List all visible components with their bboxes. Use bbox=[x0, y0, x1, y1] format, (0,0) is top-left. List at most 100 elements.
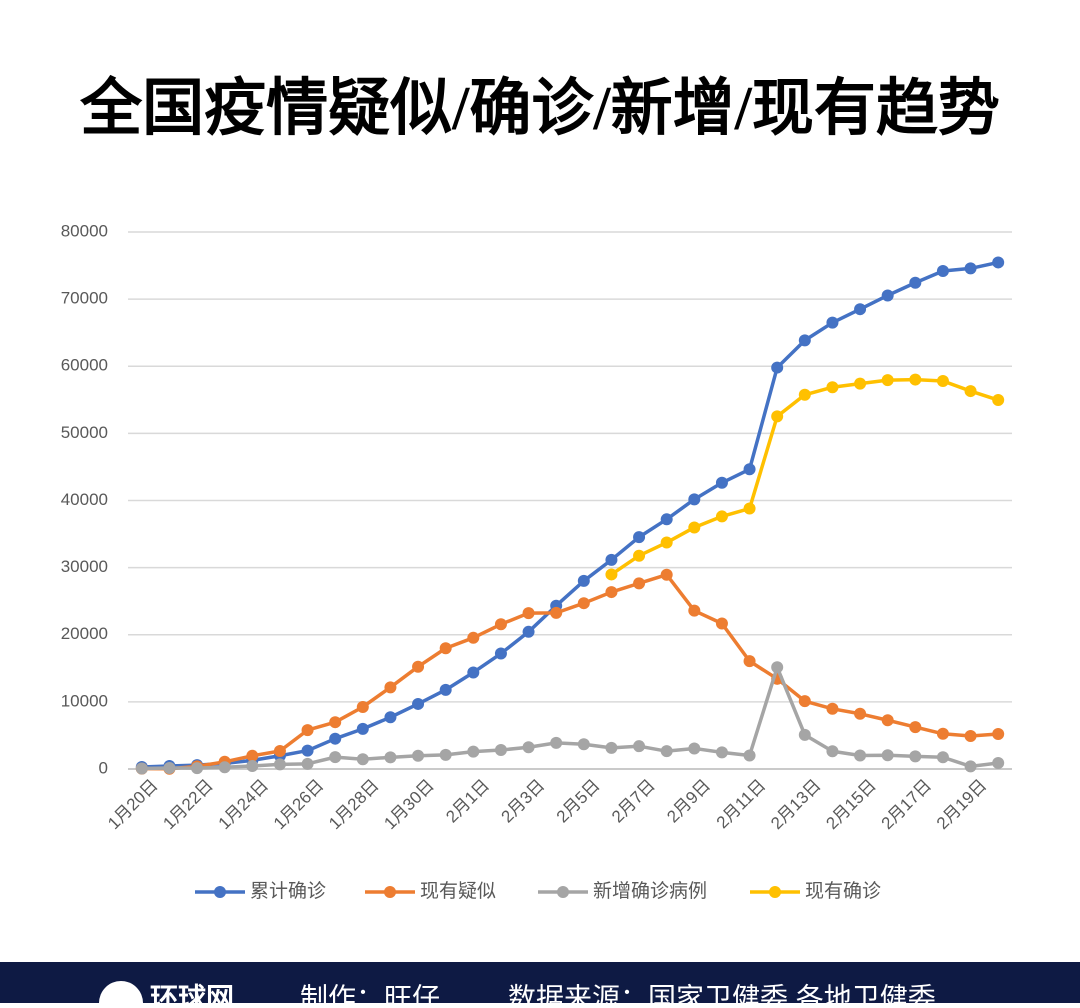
data-point bbox=[992, 256, 1005, 269]
x-tick-label: 2月5日 bbox=[553, 776, 604, 827]
x-tick-label: 2月9日 bbox=[663, 776, 714, 827]
data-point bbox=[329, 732, 342, 745]
data-point bbox=[964, 262, 977, 275]
x-tick-label: 2月3日 bbox=[498, 776, 549, 827]
data-point bbox=[771, 661, 784, 674]
data-point bbox=[798, 388, 811, 401]
data-point bbox=[909, 373, 922, 386]
data-point bbox=[743, 463, 756, 476]
data-point bbox=[936, 374, 949, 387]
x-tick-label: 1月28日 bbox=[325, 776, 383, 834]
series-line bbox=[141, 260, 999, 769]
legend-marker bbox=[769, 886, 781, 898]
data-point bbox=[467, 666, 480, 679]
data-point bbox=[439, 683, 452, 696]
data-point bbox=[992, 757, 1005, 770]
data-point bbox=[660, 745, 673, 758]
data-point bbox=[964, 729, 977, 742]
logo-icon bbox=[99, 981, 143, 1008]
footer-bar bbox=[0, 962, 1080, 1003]
data-point bbox=[936, 265, 949, 278]
data-point bbox=[301, 724, 314, 737]
data-point bbox=[633, 531, 646, 544]
data-point bbox=[743, 749, 756, 762]
data-point bbox=[384, 751, 397, 764]
data-point bbox=[881, 289, 894, 302]
data-point bbox=[909, 750, 922, 763]
data-point bbox=[494, 647, 507, 660]
data-point bbox=[743, 655, 756, 668]
data-point bbox=[798, 728, 811, 741]
data-point bbox=[329, 716, 342, 729]
legend-marker bbox=[214, 886, 226, 898]
data-point bbox=[992, 728, 1005, 741]
data-point bbox=[522, 625, 535, 638]
data-point bbox=[633, 549, 646, 562]
data-point bbox=[577, 574, 590, 587]
data-point bbox=[660, 568, 673, 581]
data-point bbox=[688, 521, 701, 534]
data-point bbox=[826, 381, 839, 394]
data-point bbox=[881, 374, 894, 387]
data-point bbox=[826, 702, 839, 715]
data-point bbox=[854, 707, 867, 720]
data-point bbox=[384, 681, 397, 694]
y-tick-label: 40000 bbox=[61, 490, 108, 509]
data-point bbox=[771, 361, 784, 374]
data-point bbox=[715, 510, 728, 523]
data-point bbox=[356, 722, 369, 735]
data-point bbox=[412, 749, 425, 762]
series-line bbox=[141, 572, 999, 771]
data-point bbox=[605, 741, 618, 754]
data-point bbox=[854, 303, 867, 316]
data-point bbox=[826, 745, 839, 758]
data-point bbox=[743, 502, 756, 515]
data-point bbox=[550, 736, 563, 749]
data-point bbox=[356, 753, 369, 766]
data-point bbox=[936, 727, 949, 740]
data-point bbox=[467, 745, 480, 758]
data-point bbox=[854, 377, 867, 390]
x-tick-label: 1月20日 bbox=[104, 776, 162, 834]
data-point bbox=[246, 760, 259, 773]
data-point bbox=[688, 742, 701, 755]
data-point bbox=[273, 744, 286, 757]
y-tick-label: 60000 bbox=[61, 356, 108, 375]
data-point bbox=[992, 394, 1005, 407]
data-point bbox=[605, 586, 618, 599]
data-point bbox=[964, 385, 977, 398]
data-point bbox=[715, 617, 728, 630]
x-tick-label: 1月26日 bbox=[270, 776, 328, 834]
data-point bbox=[246, 749, 259, 762]
footer-credit: 制作：旺仔 bbox=[300, 982, 440, 1003]
y-tick-label: 10000 bbox=[61, 691, 108, 710]
legend-label: 新增确诊病例 bbox=[593, 880, 707, 902]
data-point bbox=[467, 631, 480, 644]
data-point bbox=[854, 749, 867, 762]
legend-label: 现有确诊 bbox=[805, 880, 881, 902]
legend-marker bbox=[384, 886, 396, 898]
data-point bbox=[412, 660, 425, 673]
x-tick-label: 1月30日 bbox=[380, 776, 438, 834]
y-tick-label: 70000 bbox=[61, 289, 108, 308]
data-point bbox=[688, 604, 701, 617]
chart-title: 全国疫情疑似/确诊/新增/现有趋势 bbox=[79, 74, 1000, 143]
legend-label: 现有疑似 bbox=[420, 880, 496, 902]
legend-marker bbox=[557, 886, 569, 898]
data-point bbox=[439, 642, 452, 655]
data-point bbox=[494, 618, 507, 631]
data-point bbox=[191, 762, 204, 775]
y-tick-label: 0 bbox=[99, 758, 108, 777]
data-point bbox=[964, 760, 977, 773]
data-point bbox=[273, 758, 286, 771]
footer-source: 数据来源：国家卫健委 各地卫健委 bbox=[508, 982, 936, 1003]
y-tick-label: 80000 bbox=[61, 221, 108, 240]
x-tick-label: 2月1日 bbox=[442, 776, 493, 827]
data-point bbox=[798, 334, 811, 347]
data-point bbox=[384, 711, 397, 724]
data-point bbox=[494, 744, 507, 757]
x-tick-label: 2月17日 bbox=[878, 776, 936, 834]
y-tick-label: 30000 bbox=[61, 557, 108, 576]
data-point bbox=[356, 700, 369, 713]
